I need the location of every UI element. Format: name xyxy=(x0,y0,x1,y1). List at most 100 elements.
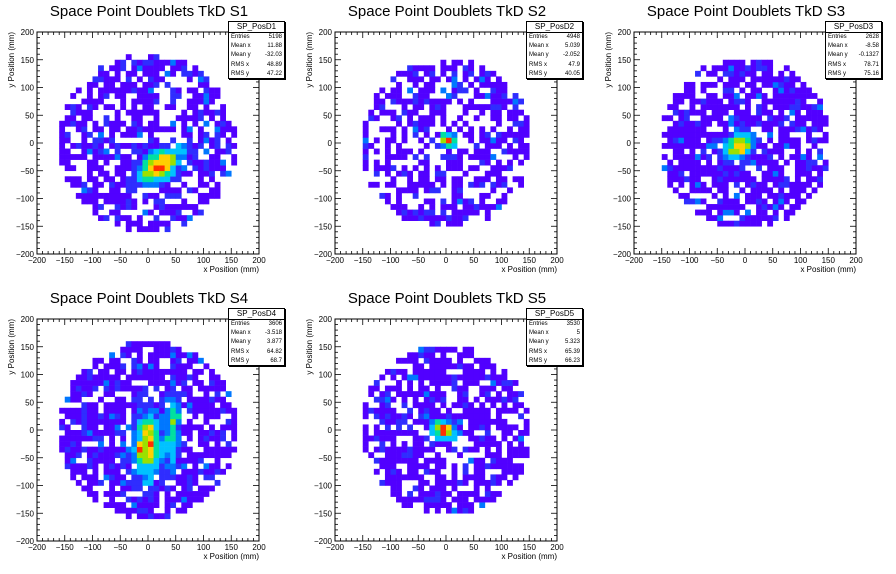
histogram-bin xyxy=(192,357,199,364)
histogram-bin xyxy=(186,204,193,210)
histogram-bin xyxy=(495,463,502,470)
histogram-bin xyxy=(700,131,707,138)
histogram-bin xyxy=(136,424,143,431)
histogram-bin xyxy=(181,215,188,221)
histogram-bin xyxy=(192,120,199,127)
histogram-bin xyxy=(418,120,425,127)
histogram-bin xyxy=(153,215,160,221)
x-tick-label: 100 xyxy=(495,543,509,552)
histogram-bin xyxy=(479,391,486,397)
histogram-bin xyxy=(767,215,774,221)
histogram-bin xyxy=(109,176,115,183)
histogram-bin xyxy=(501,396,508,403)
histogram-bin xyxy=(98,457,104,464)
histogram-bin xyxy=(678,192,685,199)
histogram-bin xyxy=(722,187,729,194)
plot-title: Space Point Doublets TkD S3 xyxy=(646,3,846,20)
histogram-bin xyxy=(473,407,480,414)
histogram-bin xyxy=(170,430,177,436)
histogram-bin xyxy=(220,446,226,453)
stats-key: Entries xyxy=(529,34,548,40)
histogram-bin xyxy=(170,380,177,386)
histogram-bin xyxy=(103,137,110,144)
histogram-bin xyxy=(396,143,402,149)
histogram-bin xyxy=(114,357,121,364)
histogram-bin xyxy=(484,93,491,99)
histogram-bin xyxy=(164,380,171,386)
histogram-bin xyxy=(484,357,491,364)
histogram-bin xyxy=(434,374,441,381)
histogram-bin xyxy=(806,115,812,122)
histogram-bin xyxy=(761,143,768,149)
histogram-bin xyxy=(379,435,386,442)
histogram-bin xyxy=(92,380,99,386)
histogram-bin xyxy=(429,198,436,205)
histogram-bin xyxy=(197,93,204,99)
histogram-bin xyxy=(186,98,193,105)
histogram-bin xyxy=(772,120,779,127)
histogram-bin xyxy=(678,165,685,172)
histogram-bin xyxy=(429,468,436,475)
histogram-bin xyxy=(142,159,149,166)
histogram-bin xyxy=(518,98,524,105)
histogram-bin xyxy=(114,148,121,155)
histogram-bin xyxy=(70,457,77,464)
histogram-bin xyxy=(407,170,413,177)
histogram-bin xyxy=(220,402,226,409)
histogram-bin xyxy=(186,87,193,94)
histogram-bin xyxy=(479,126,486,133)
histogram-bin xyxy=(407,474,413,481)
histogram-bin xyxy=(761,120,768,127)
histogram-bin xyxy=(479,457,486,464)
histogram-bin xyxy=(181,485,188,492)
stats-row: Mean x 11.88 xyxy=(229,42,284,51)
histogram-bin xyxy=(209,93,215,99)
histogram-bin xyxy=(109,418,115,425)
histogram-bin xyxy=(412,192,419,199)
histogram-bin xyxy=(479,413,486,420)
histogram-bin xyxy=(728,115,735,122)
histogram-bin xyxy=(131,452,138,459)
histogram-bin xyxy=(159,198,165,205)
histogram-bin xyxy=(103,374,110,381)
histogram-bin xyxy=(401,104,408,110)
histogram-bin xyxy=(148,131,154,138)
histogram-bin xyxy=(136,109,143,116)
histogram-bin xyxy=(109,424,115,431)
histogram-bin xyxy=(446,215,452,221)
histogram-bin xyxy=(678,170,685,177)
histogram-bin xyxy=(203,474,210,481)
histogram-bin xyxy=(131,430,138,436)
histogram-bin xyxy=(86,93,93,99)
histogram-bin xyxy=(495,391,502,397)
axis-ticks xyxy=(36,318,260,542)
histogram-bin xyxy=(451,176,458,183)
histogram-bin xyxy=(767,59,774,66)
histogram-bin xyxy=(153,176,160,183)
histogram-bin xyxy=(479,181,486,188)
histogram-bin xyxy=(772,98,779,105)
histogram-bin xyxy=(484,391,491,397)
histogram-bin xyxy=(457,98,463,105)
histogram-bin xyxy=(495,76,502,83)
histogram-bin xyxy=(772,148,779,155)
histogram-bin xyxy=(401,154,408,160)
histogram-bin xyxy=(451,430,458,436)
histogram-bin xyxy=(750,154,757,160)
stats-value: 11.88 xyxy=(267,43,282,50)
histogram-bin xyxy=(109,137,115,144)
histogram-bin xyxy=(136,385,143,392)
histogram-bin xyxy=(783,198,790,205)
histogram-bin xyxy=(148,54,154,61)
histogram-bin xyxy=(501,424,508,431)
histogram-bin xyxy=(164,468,171,475)
histogram-bin xyxy=(220,468,226,475)
histogram-bin xyxy=(70,176,77,183)
histogram-bin xyxy=(468,352,475,359)
histogram-bin xyxy=(175,204,182,210)
histogram-bin xyxy=(756,215,762,221)
histogram-bin xyxy=(434,441,441,447)
y-tick-label: 150 xyxy=(618,56,632,65)
histogram-bin xyxy=(214,396,221,403)
histogram-bin xyxy=(120,457,127,464)
